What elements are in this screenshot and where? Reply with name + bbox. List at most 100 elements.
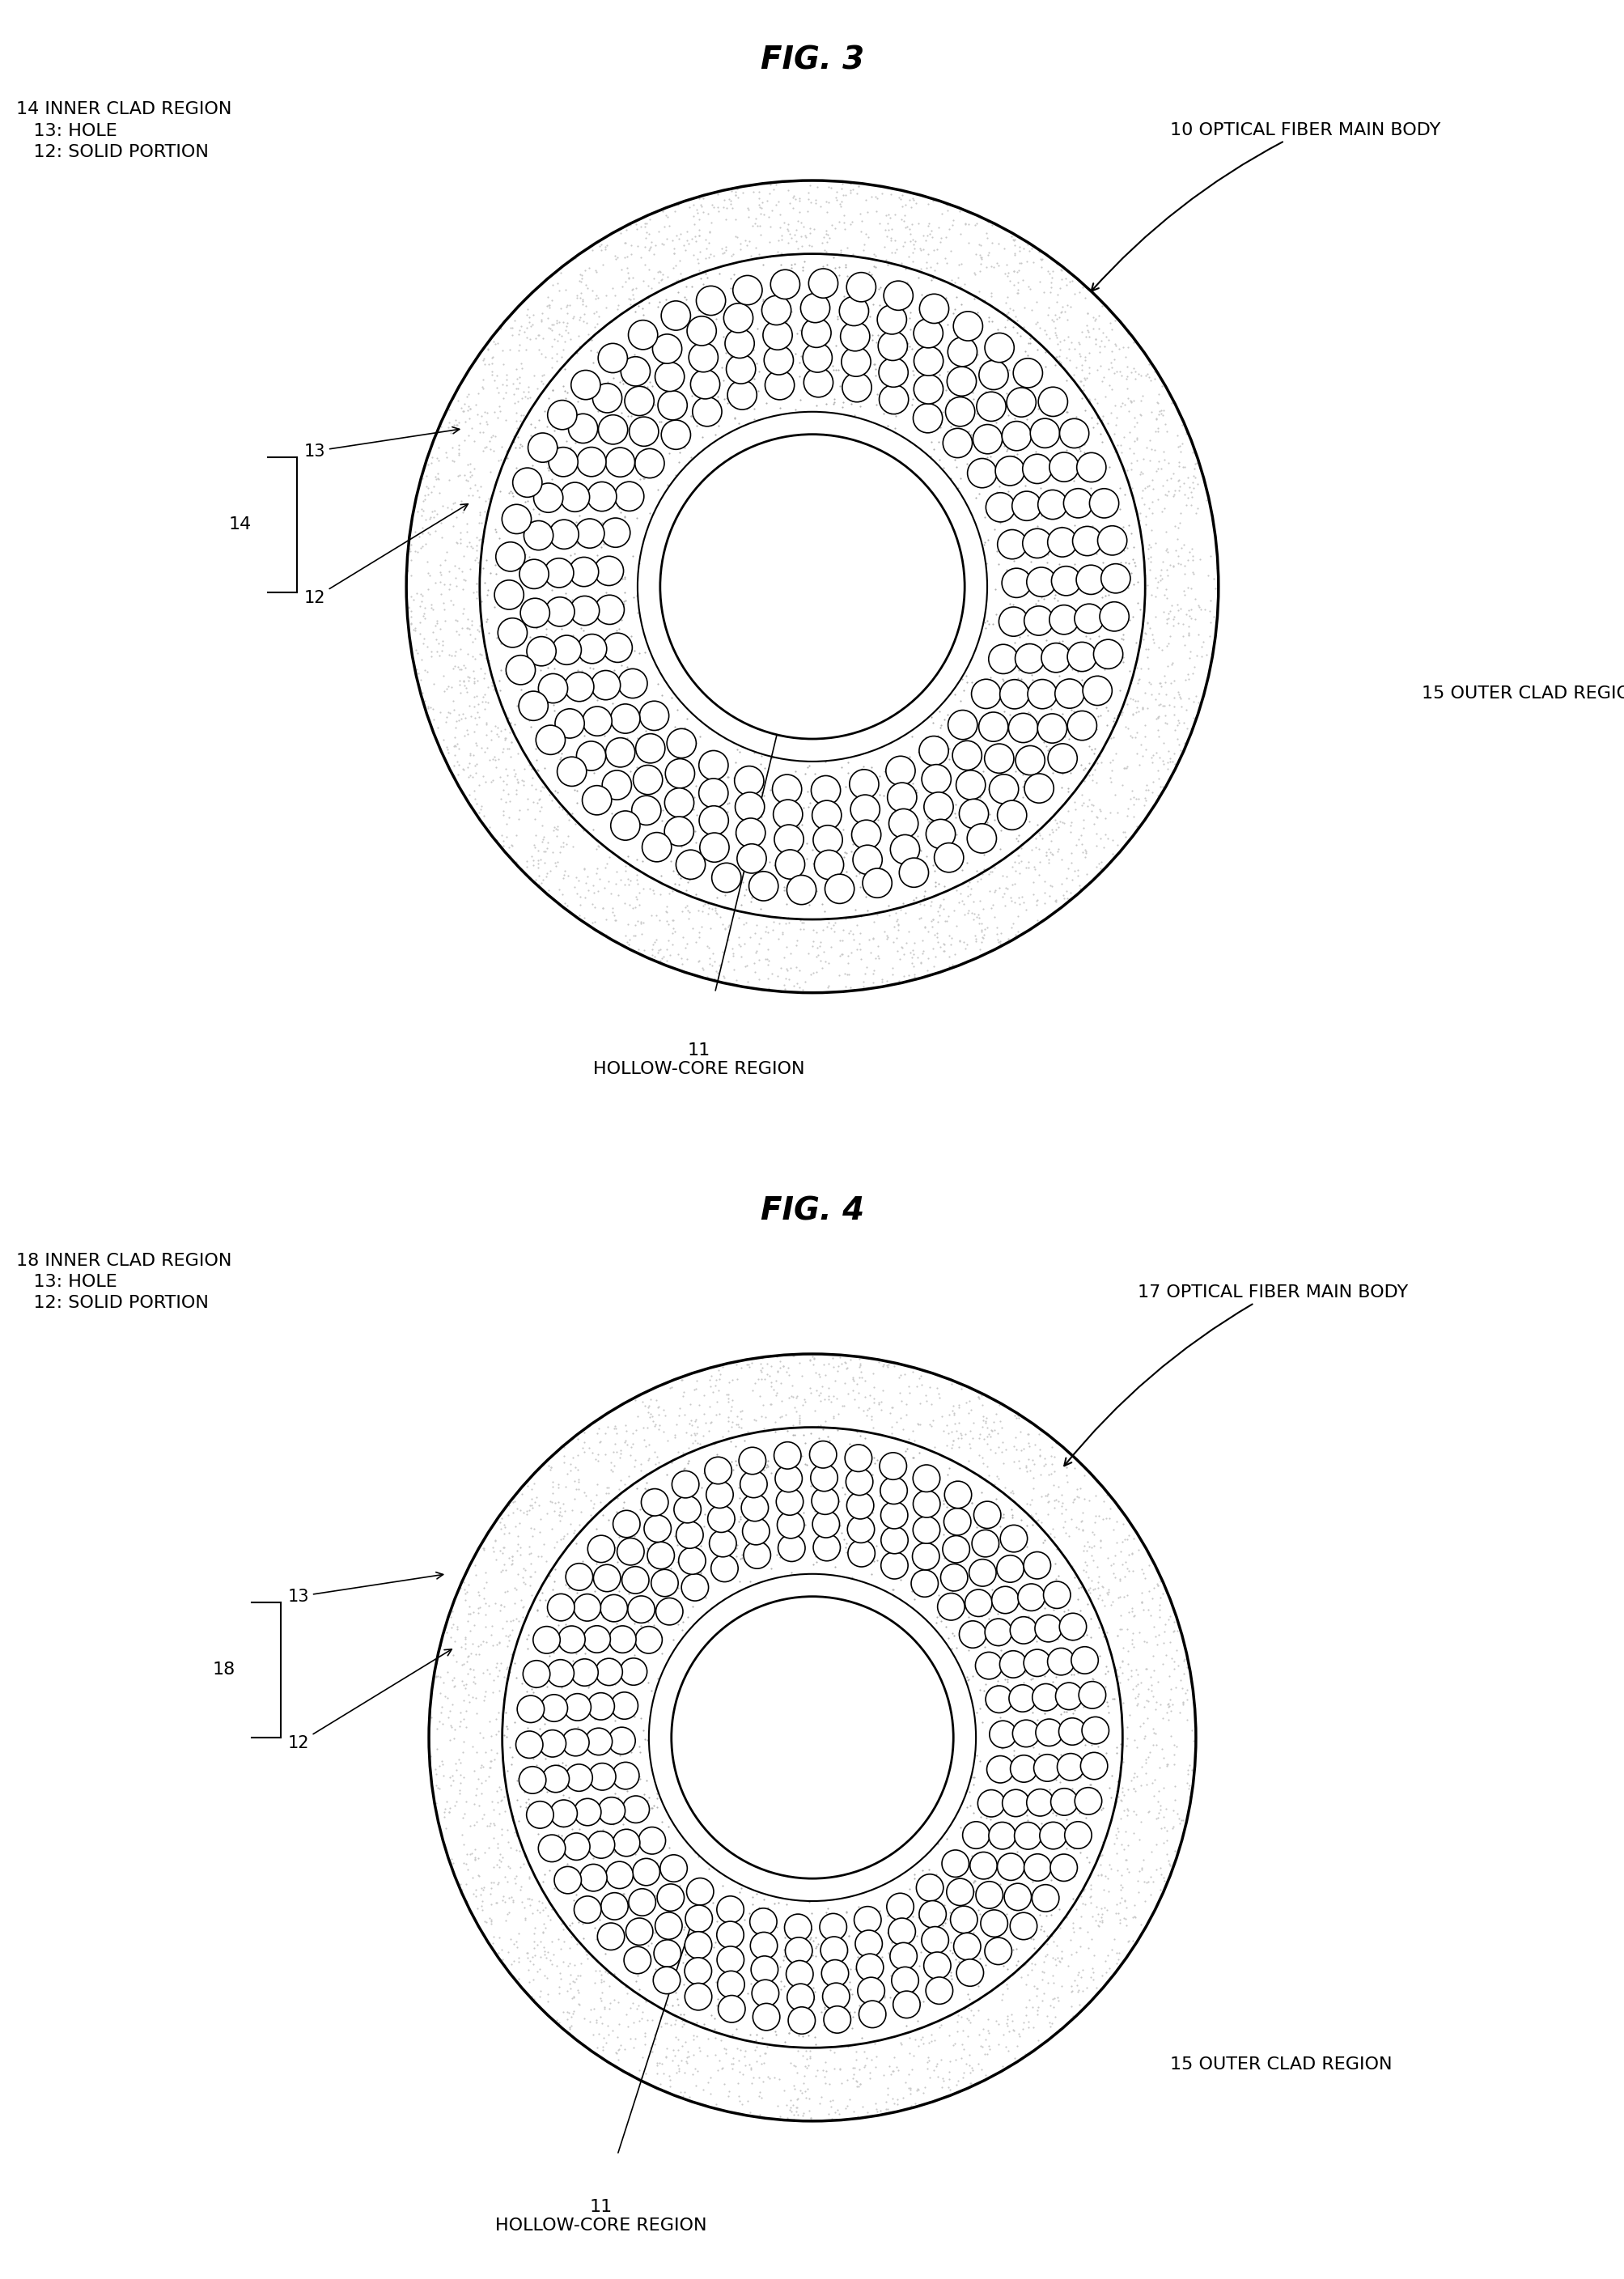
Point	[568, 1721, 594, 1757]
Point	[1127, 456, 1153, 492]
Point	[866, 811, 892, 848]
Point	[661, 2006, 687, 2042]
Point	[1086, 1636, 1112, 1673]
Point	[1077, 469, 1103, 506]
Point	[419, 492, 445, 529]
Point	[659, 902, 685, 939]
Point	[656, 2058, 682, 2094]
Point	[474, 602, 500, 638]
Point	[978, 889, 1004, 925]
Point	[1017, 271, 1043, 308]
Point	[669, 397, 695, 433]
Point	[783, 1392, 809, 1429]
Point	[953, 444, 979, 481]
Point	[500, 1882, 526, 1919]
Point	[486, 1796, 512, 1832]
Point	[1184, 444, 1210, 481]
Point	[866, 1923, 892, 1960]
Point	[513, 1939, 539, 1976]
Point	[957, 2003, 983, 2040]
Point	[1062, 1481, 1088, 1518]
Point	[1137, 362, 1163, 399]
Point	[1000, 866, 1026, 902]
Point	[1005, 2015, 1031, 2051]
Point	[898, 939, 924, 975]
Point	[817, 2083, 843, 2119]
Point	[1106, 672, 1132, 709]
Point	[539, 408, 565, 444]
Point	[994, 789, 1020, 825]
Point	[583, 294, 609, 330]
Point	[937, 1898, 963, 1935]
Point	[624, 1873, 650, 1910]
Point	[1023, 882, 1049, 918]
Point	[461, 620, 487, 656]
Point	[843, 857, 869, 893]
Point	[728, 242, 754, 278]
Point	[1086, 1903, 1112, 1939]
Point	[713, 1377, 739, 1413]
Point	[640, 875, 666, 912]
Point	[1054, 1739, 1080, 1775]
Point	[921, 1429, 947, 1465]
Point	[598, 1926, 624, 1962]
Point	[942, 873, 968, 909]
Point	[859, 1495, 885, 1531]
Circle shape	[520, 599, 549, 627]
Point	[1109, 1741, 1135, 1778]
Point	[1147, 1791, 1173, 1828]
Point	[463, 745, 489, 782]
Point	[924, 1600, 950, 1636]
Point	[481, 324, 507, 360]
Point	[1200, 599, 1226, 636]
Point	[425, 460, 451, 497]
Point	[646, 1408, 672, 1445]
Point	[1122, 360, 1148, 397]
Point	[909, 932, 935, 969]
Point	[612, 1413, 638, 1449]
Point	[641, 2026, 667, 2062]
Point	[992, 326, 1018, 362]
Point	[1114, 1796, 1140, 1832]
Point	[870, 1978, 896, 2015]
Point	[836, 173, 862, 210]
Point	[984, 310, 1010, 346]
Point	[653, 763, 679, 800]
Circle shape	[919, 1901, 945, 1928]
Point	[447, 663, 473, 700]
Point	[421, 492, 447, 529]
Point	[541, 1816, 567, 1853]
Point	[620, 276, 646, 312]
Point	[1099, 515, 1125, 552]
Point	[976, 1566, 1002, 1602]
Point	[1051, 1693, 1077, 1730]
Point	[490, 773, 516, 809]
Point	[1127, 383, 1153, 419]
Point	[1057, 1502, 1083, 1538]
Point	[562, 1449, 588, 1486]
Point	[926, 442, 952, 479]
Point	[578, 586, 604, 622]
Point	[706, 387, 732, 424]
Point	[445, 426, 471, 463]
Point	[1005, 246, 1031, 283]
Circle shape	[744, 1541, 770, 1568]
Point	[742, 205, 768, 242]
Point	[1171, 725, 1197, 761]
Point	[796, 1885, 822, 1921]
Point	[515, 1709, 541, 1746]
Point	[456, 611, 482, 647]
Point	[1168, 732, 1194, 768]
Point	[973, 1561, 999, 1598]
Point	[507, 428, 533, 465]
Point	[690, 1575, 716, 1611]
Point	[484, 1627, 510, 1664]
Point	[1137, 542, 1163, 579]
Point	[1052, 1898, 1078, 1935]
Point	[492, 374, 518, 410]
Point	[1132, 773, 1158, 809]
Point	[716, 1550, 742, 1586]
Point	[541, 1493, 567, 1529]
Point	[1138, 1764, 1164, 1800]
Point	[461, 1607, 487, 1643]
